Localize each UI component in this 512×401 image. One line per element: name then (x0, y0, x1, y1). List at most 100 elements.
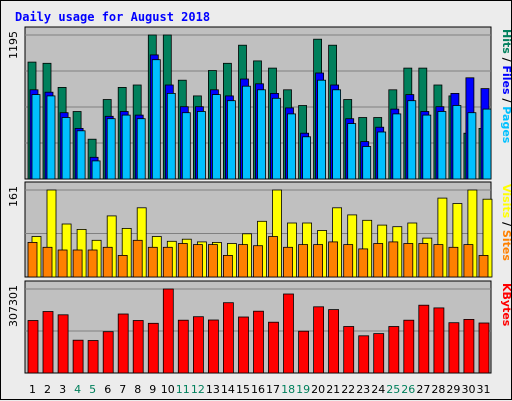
sites-bar-day-7 (117, 254, 128, 278)
pages-bar-day-19 (302, 136, 312, 180)
x-tick-day-9: 9 (149, 383, 156, 396)
kbytes-bar-day-10 (162, 288, 174, 374)
kbytes-bar-day-14 (222, 302, 234, 374)
legend-entry-files: Files (500, 65, 512, 95)
sites-bar-day-21 (328, 241, 339, 278)
x-tick-day-13: 13 (206, 383, 220, 396)
kbytes-bar-day-4 (72, 339, 84, 374)
pages-bar-day-21 (332, 89, 342, 180)
kbytes-bar-day-1 (27, 320, 39, 374)
x-tick-day-15: 15 (236, 383, 250, 396)
y-max-label: 1195 (7, 31, 20, 59)
legend-visits-sites: Visits / Sites (500, 184, 512, 261)
sites-bar-day-29 (448, 246, 459, 278)
pages-bar-day-2 (46, 95, 56, 180)
panel-hits-files-pages: 1195 Hits / Files / Pages (7, 26, 512, 180)
x-tick-day-6: 6 (104, 383, 111, 396)
sites-bar-day-22 (343, 244, 354, 278)
sites-bar-day-13 (207, 244, 218, 278)
kbytes-bar-day-13 (207, 319, 219, 374)
pages-bar-day-17 (272, 97, 281, 180)
y-max-label: 307301 (7, 285, 20, 327)
pages-bar-day-1 (31, 94, 41, 180)
sites-bar-day-26 (403, 243, 414, 278)
kbytes-bar-day-12 (192, 316, 204, 374)
x-tick-day-24: 24 (371, 383, 385, 396)
pages-bar-day-24 (377, 131, 387, 180)
pages-bar-day-31 (482, 108, 492, 180)
x-tick-day-23: 23 (356, 383, 370, 396)
sites-bar-day-1 (27, 241, 38, 278)
pages-bar-day-25 (392, 113, 402, 180)
legend-entry-visits: Visits (500, 184, 512, 219)
x-tick-day-7: 7 (119, 383, 126, 396)
legend-entry-hits: Hits (500, 29, 512, 54)
legend-entry-pages: Pages (500, 106, 512, 144)
legend-separator: / (500, 95, 512, 107)
pages-bar-day-10 (166, 93, 176, 180)
kbytes-bar-day-11 (177, 319, 189, 374)
pages-bar-day-6 (106, 118, 116, 180)
kbytes-bar-day-27 (418, 304, 430, 374)
pages-bar-day-3 (61, 117, 71, 180)
pages-bar-day-28 (437, 111, 447, 180)
sites-bar-day-15 (238, 244, 248, 278)
sites-bar-day-9 (147, 246, 158, 278)
sites-bar-day-30 (463, 244, 474, 278)
x-tick-day-20: 20 (311, 383, 325, 396)
sites-bar-day-24 (373, 243, 384, 278)
x-tick-day-31: 31 (477, 383, 491, 396)
pages-bar-day-22 (347, 123, 357, 180)
pages-bar-day-27 (422, 114, 432, 180)
x-tick-day-28: 28 (431, 383, 445, 396)
panel-kbytes: 307301 KBytes (7, 280, 512, 374)
sites-bar-day-8 (132, 239, 143, 278)
pages-bar-day-29 (452, 105, 462, 180)
pages-bar-day-16 (257, 89, 266, 180)
pages-bar-day-7 (121, 114, 131, 180)
chart-title: Daily usage for August 2018 (15, 10, 210, 24)
pages-bar-day-8 (136, 118, 146, 180)
pages-bar-day-5 (91, 160, 101, 180)
pages-bar-day-18 (287, 113, 296, 180)
sites-bar-day-10 (162, 246, 173, 278)
sites-bar-day-31 (478, 254, 489, 278)
kbytes-bar-day-9 (147, 322, 159, 374)
kbytes-bar-day-2 (42, 311, 54, 374)
legend-separator: / (500, 218, 512, 230)
x-tick-day-16: 16 (251, 383, 265, 396)
sites-bar-day-20 (313, 244, 324, 278)
x-tick-day-25: 25 (386, 383, 400, 396)
x-tick-day-29: 29 (446, 383, 460, 396)
kbytes-bar-day-8 (132, 320, 144, 374)
sites-bar-day-11 (177, 243, 188, 278)
x-tick-day-3: 3 (59, 383, 66, 396)
sites-bar-day-4 (72, 249, 83, 278)
x-tick-day-10: 10 (161, 383, 175, 396)
kbytes-bar-day-7 (117, 313, 129, 374)
kbytes-bar-day-26 (403, 319, 415, 374)
panel-visits-sites: 161 Visits / Sites (7, 181, 512, 278)
x-tick-day-21: 21 (326, 383, 340, 396)
x-tick-day-30: 30 (462, 383, 476, 396)
kbytes-bar-day-3 (57, 314, 69, 374)
kbytes-bar-day-31 (478, 322, 490, 374)
kbytes-bar-day-20 (313, 306, 325, 374)
kbytes-bar-day-29 (448, 322, 460, 374)
sites-bar-day-19 (298, 244, 309, 278)
pages-bar-day-14 (226, 100, 236, 180)
sites-bar-day-12 (192, 244, 203, 278)
kbytes-bar-day-19 (298, 330, 310, 374)
sites-bar-day-23 (358, 248, 369, 278)
pages-bar-day-15 (242, 85, 251, 180)
pages-bar-day-11 (181, 112, 191, 180)
kbytes-bar-day-28 (433, 307, 445, 374)
x-tick-day-5: 5 (89, 383, 96, 396)
x-tick-day-18: 18 (281, 383, 295, 396)
legend-kbytes: KBytes (500, 283, 512, 327)
sites-bar-day-25 (388, 241, 399, 278)
kbytes-bar-day-22 (343, 326, 355, 374)
pages-bar-day-4 (76, 130, 86, 180)
